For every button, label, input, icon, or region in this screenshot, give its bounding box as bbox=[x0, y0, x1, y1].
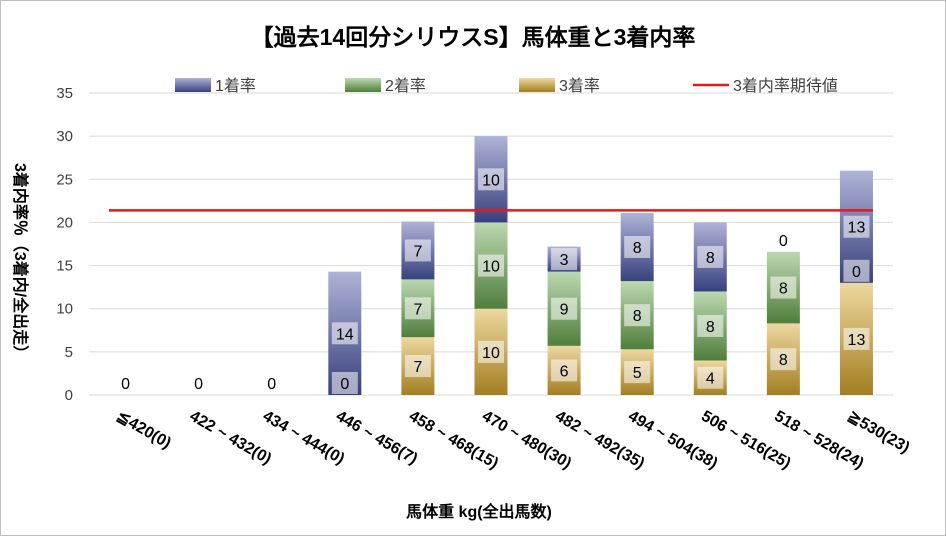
data-label: 13 bbox=[848, 220, 866, 237]
data-label-bg bbox=[112, 372, 139, 394]
legend-label: 2着率 bbox=[385, 77, 426, 95]
y-tick-label: 10 bbox=[56, 301, 73, 318]
data-label-bg bbox=[258, 372, 285, 394]
legend-swatch bbox=[519, 78, 555, 92]
data-labels: 0 0 0 0 14 7 7 7 10 10 10 6 9 3 5 8 8 4 8 8 8 8 0 13 0 13 bbox=[112, 168, 870, 394]
data-label-bg bbox=[843, 215, 870, 238]
data-label: 5 bbox=[633, 365, 642, 382]
y-tick-label: 25 bbox=[56, 171, 73, 188]
y-tick-label: 0 bbox=[65, 387, 73, 404]
x-tick-label: 446 ~ 456(7) bbox=[333, 408, 420, 468]
legend-swatch bbox=[345, 78, 381, 92]
data-label: 0 bbox=[779, 233, 788, 250]
data-label: 10 bbox=[482, 259, 500, 276]
data-label: 8 bbox=[633, 240, 642, 257]
data-label: 10 bbox=[482, 345, 500, 362]
x-axis-title: 馬体重 kg(全出馬数) bbox=[406, 502, 552, 521]
data-label: 3 bbox=[560, 252, 569, 269]
data-label-bg bbox=[478, 254, 504, 277]
chart-title: 【過去14回分シリウスS】馬体重と3着内率 bbox=[251, 24, 696, 50]
data-label: 14 bbox=[336, 326, 354, 343]
data-label-bg bbox=[551, 359, 578, 382]
data-label: 7 bbox=[413, 359, 422, 376]
data-label: 9 bbox=[560, 302, 569, 319]
data-label: 0 bbox=[194, 376, 203, 393]
legend-label: 3着率 bbox=[559, 77, 600, 95]
data-label-bg bbox=[624, 236, 651, 259]
data-label-bg bbox=[551, 248, 578, 271]
data-label-bg bbox=[404, 239, 431, 262]
data-label-bg bbox=[697, 366, 724, 389]
data-label: 0 bbox=[267, 376, 276, 393]
data-label: 0 bbox=[852, 264, 861, 281]
data-label: 4 bbox=[706, 371, 715, 388]
y-tick-label: 15 bbox=[56, 258, 73, 275]
data-label-bg bbox=[551, 297, 578, 320]
data-label: 6 bbox=[560, 363, 569, 380]
data-label-bg bbox=[697, 314, 724, 337]
data-label: 8 bbox=[706, 319, 715, 336]
data-label-bg bbox=[624, 304, 651, 327]
x-tick-label: ≧530(23) bbox=[844, 408, 912, 457]
data-label: 8 bbox=[779, 281, 788, 298]
data-label-bg bbox=[624, 361, 651, 384]
data-label: 8 bbox=[779, 352, 788, 369]
x-axis-ticks: ≦420(0) 422 ~ 432(0)434 ~ 444(0)446 ~ 456… bbox=[114, 408, 913, 473]
x-tick-label: 434 ~ 444(0) bbox=[260, 408, 347, 468]
data-label: 13 bbox=[848, 332, 866, 349]
data-label-bg bbox=[478, 340, 504, 363]
data-label: 7 bbox=[413, 301, 422, 318]
y-tick-label: 5 bbox=[65, 344, 73, 361]
data-label: 8 bbox=[706, 250, 715, 267]
data-label-bg bbox=[843, 327, 870, 350]
data-label-bg bbox=[770, 276, 797, 299]
legend: 1着率 2着率 3着率 3着内率期待値 bbox=[175, 77, 838, 95]
data-label: 0 bbox=[340, 376, 349, 393]
x-tick-label: ≦420(0) bbox=[114, 408, 174, 453]
y-axis-title: 3着内率％（3着内/全出走） bbox=[11, 163, 30, 361]
x-tick-label: 422 ~ 432(0) bbox=[187, 408, 274, 468]
data-label-bg bbox=[404, 355, 431, 378]
data-label-bg bbox=[478, 168, 504, 191]
data-label-bg bbox=[770, 348, 797, 371]
data-label: 0 bbox=[121, 376, 130, 393]
data-label: 10 bbox=[482, 172, 500, 189]
y-tick-label: 35 bbox=[56, 85, 73, 102]
legend-label: 3着内率期待値 bbox=[733, 77, 838, 95]
y-tick-label: 20 bbox=[56, 214, 73, 231]
data-label-bg bbox=[185, 372, 212, 394]
data-label: 8 bbox=[633, 308, 642, 325]
data-label-bg bbox=[697, 245, 724, 268]
legend-label: 1着率 bbox=[215, 77, 256, 95]
data-label-bg bbox=[843, 259, 870, 282]
legend-swatch bbox=[175, 78, 211, 92]
data-label: 7 bbox=[413, 243, 422, 260]
y-axis-ticks: 0 5 10 15 20 25 30 35 bbox=[56, 85, 73, 404]
data-label-bg bbox=[331, 372, 358, 394]
data-label-bg bbox=[331, 322, 358, 345]
data-label-bg bbox=[404, 297, 431, 320]
data-label-bg bbox=[770, 228, 797, 251]
y-tick-label: 30 bbox=[56, 128, 73, 145]
